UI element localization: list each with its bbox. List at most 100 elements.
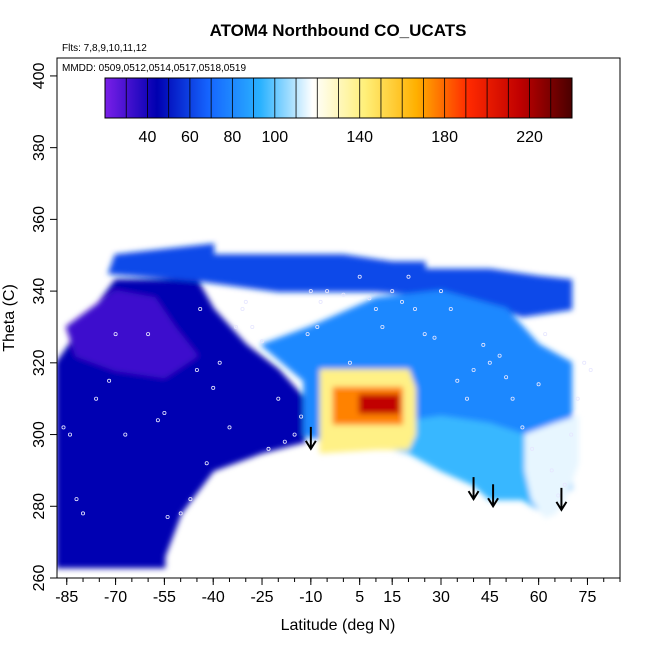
observation-point bbox=[504, 375, 509, 380]
observation-point bbox=[357, 274, 362, 279]
observation-point bbox=[588, 367, 593, 372]
observation-point bbox=[155, 418, 160, 423]
observation-point bbox=[530, 446, 535, 451]
observation-point bbox=[299, 414, 304, 419]
y-tick-label: 380 bbox=[31, 134, 48, 161]
y-tick-label: 340 bbox=[31, 278, 48, 305]
x-tick-label: -25 bbox=[250, 589, 273, 606]
observation-point bbox=[347, 360, 352, 365]
heatmap-region-southern-stratosphere-purple bbox=[65, 290, 199, 379]
observation-point bbox=[266, 446, 271, 451]
observation-point bbox=[146, 332, 151, 337]
x-tick-label: 60 bbox=[530, 589, 548, 606]
observation-point bbox=[549, 468, 554, 473]
observation-point bbox=[380, 324, 385, 329]
y-axis-label: Theta (C) bbox=[1, 284, 18, 352]
observation-point bbox=[61, 425, 66, 430]
observation-point bbox=[481, 342, 486, 347]
observation-point bbox=[432, 335, 437, 340]
colorbar-tick-label: 100 bbox=[261, 129, 288, 146]
observation-points bbox=[61, 274, 593, 520]
observation-point bbox=[325, 289, 330, 294]
arrow-annotations bbox=[304, 426, 568, 512]
chart-title: ATOM4 Northbound CO_UCATS bbox=[210, 21, 467, 40]
plot-area bbox=[57, 243, 593, 569]
dates-label: MMDD: 0509,0512,0514,0517,0518,0519 bbox=[62, 63, 246, 74]
x-tick-label: 30 bbox=[432, 589, 450, 606]
heatmap-regions bbox=[57, 243, 579, 569]
observation-point bbox=[194, 367, 199, 372]
observation-point bbox=[94, 396, 99, 401]
observation-point bbox=[123, 432, 128, 437]
observation-point bbox=[543, 332, 548, 337]
observation-point bbox=[243, 299, 248, 304]
observation-point bbox=[204, 461, 209, 466]
x-tick-label: -55 bbox=[153, 589, 176, 606]
observation-point bbox=[113, 332, 118, 337]
observation-point bbox=[178, 511, 183, 516]
observation-point bbox=[455, 378, 460, 383]
observation-point bbox=[211, 385, 216, 390]
colorbar-ticks: 40 60 80 100 140 180 220 bbox=[125, 78, 552, 146]
observation-point bbox=[107, 378, 112, 383]
x-tick-label: 5 bbox=[355, 589, 364, 606]
colorbar-tick-label: 80 bbox=[223, 129, 241, 146]
y-tick-label: 300 bbox=[31, 421, 48, 448]
observation-point bbox=[464, 396, 469, 401]
observation-point bbox=[233, 324, 238, 329]
observation-point bbox=[390, 289, 395, 294]
arrow-annotation bbox=[487, 484, 499, 509]
y-tick-label: 320 bbox=[31, 349, 48, 376]
heatmap-region-upper-band-mid bbox=[107, 243, 573, 318]
y-axis: 260 280 300 320 340 360 380 400 bbox=[31, 62, 57, 591]
y-tick-label: 360 bbox=[31, 206, 48, 233]
observation-point bbox=[81, 511, 86, 516]
observation-point bbox=[497, 353, 502, 358]
x-tick-label: 15 bbox=[383, 589, 401, 606]
observation-point bbox=[198, 306, 203, 311]
observation-point bbox=[556, 493, 561, 498]
x-tick-label: -10 bbox=[299, 589, 322, 606]
x-tick-label: 45 bbox=[481, 589, 499, 606]
observation-point bbox=[240, 306, 245, 311]
observation-point bbox=[373, 306, 378, 311]
observation-point bbox=[165, 515, 170, 520]
flights-label: Flts: 7,8,9,10,11,12 bbox=[62, 43, 147, 54]
observation-point bbox=[422, 332, 427, 337]
observation-point bbox=[399, 299, 404, 304]
x-tick-label: -70 bbox=[104, 589, 127, 606]
observation-point bbox=[569, 432, 574, 437]
heatmap-region-tropical-plume-core bbox=[358, 394, 400, 414]
observation-point bbox=[315, 324, 320, 329]
observation-point bbox=[367, 296, 372, 301]
observation-point bbox=[68, 432, 73, 437]
observation-point bbox=[510, 396, 515, 401]
x-tick-label: -85 bbox=[55, 589, 78, 606]
observation-point bbox=[308, 289, 313, 294]
observation-point bbox=[318, 299, 323, 304]
observation-point bbox=[74, 497, 79, 502]
observation-point bbox=[250, 324, 255, 329]
colorbar-tick-label: 180 bbox=[431, 129, 458, 146]
y-tick-label: 280 bbox=[31, 493, 48, 520]
colorbar-tick-label: 60 bbox=[181, 129, 199, 146]
observation-point bbox=[292, 432, 297, 437]
heatmap-region-northern-lowlevel-pale bbox=[524, 415, 579, 519]
observation-point bbox=[188, 497, 193, 502]
observation-point bbox=[412, 306, 417, 311]
observation-point bbox=[536, 382, 541, 387]
arrow-annotation bbox=[467, 477, 480, 501]
observation-point bbox=[341, 292, 346, 297]
arrow-annotation bbox=[304, 426, 317, 451]
x-axis: -85 -70 -55 -40 -25 -10 5 15 30 45 60 75 bbox=[55, 578, 621, 606]
observation-point bbox=[562, 482, 567, 487]
observation-point bbox=[471, 367, 476, 372]
observation-point bbox=[276, 396, 281, 401]
x-tick-label: 75 bbox=[579, 589, 597, 606]
observation-point bbox=[217, 360, 222, 365]
colorbar-tick-label: 40 bbox=[139, 129, 157, 146]
observation-point bbox=[438, 289, 443, 294]
arrow-annotation bbox=[555, 487, 568, 512]
observation-point bbox=[259, 339, 264, 344]
